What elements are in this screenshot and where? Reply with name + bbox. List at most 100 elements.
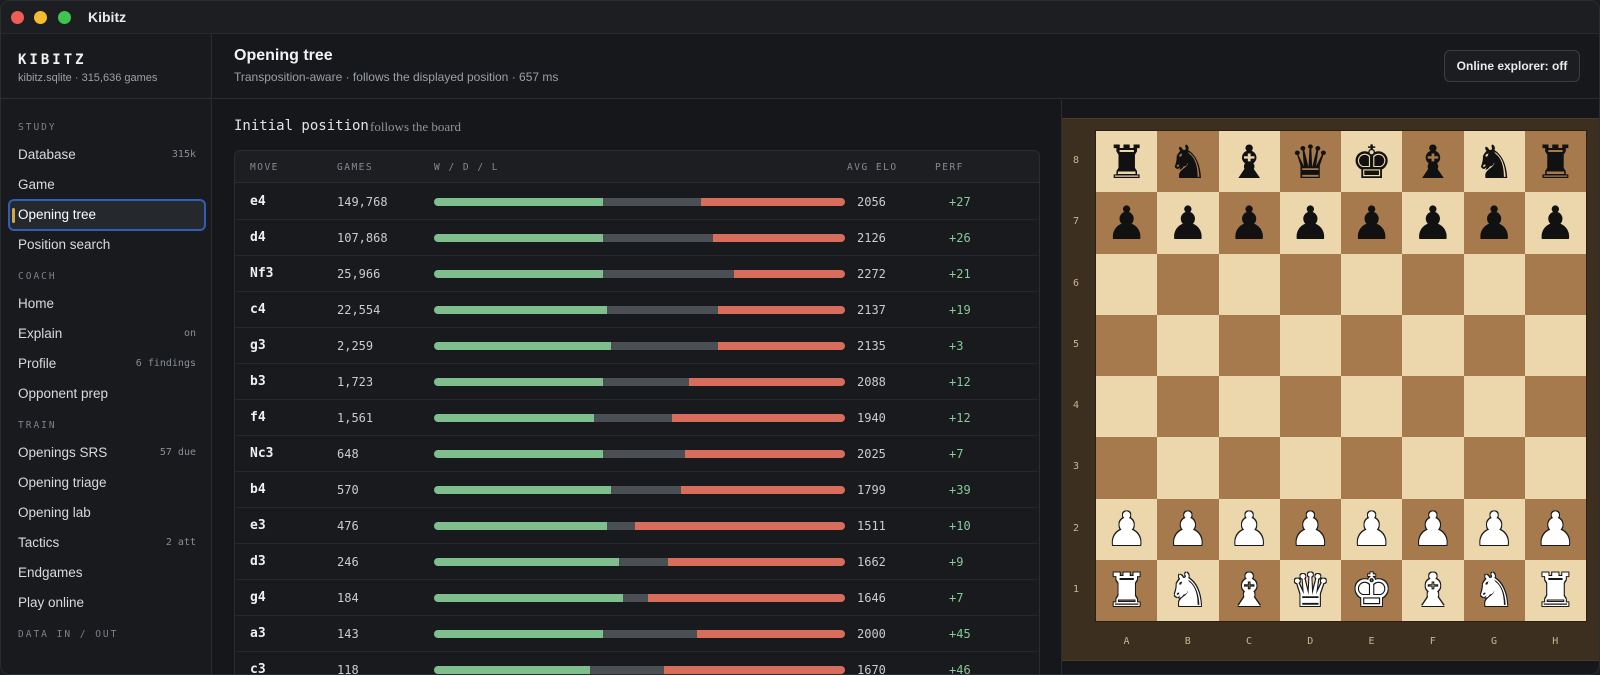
board-square-f1[interactable]: ♝ [1402,559,1464,621]
board-square-f2[interactable]: ♟ [1402,498,1464,560]
board-square-c5[interactable] [1218,314,1280,376]
board-square-e8[interactable]: ♚ [1341,131,1403,193]
table-row[interactable]: b4 570 1799 +39 [235,472,1039,508]
board-square-a6[interactable] [1096,253,1158,315]
close-window-button[interactable] [11,11,24,24]
board-square-e5[interactable] [1341,314,1403,376]
black-pawn-icon[interactable]: ♟ [1412,195,1454,250]
col-header-move[interactable]: MOVE [250,162,279,173]
black-queen-icon[interactable]: ♛ [1289,134,1331,189]
board-square-g2[interactable]: ♟ [1463,498,1525,560]
table-row[interactable]: Nf3 25,966 2272 +21 [235,256,1039,292]
board-square-c6[interactable] [1218,253,1280,315]
board-square-a2[interactable]: ♟ [1096,498,1158,560]
black-bishop-icon[interactable]: ♝ [1228,134,1270,189]
col-header-perf[interactable]: PERF [935,162,964,173]
board-square-e6[interactable] [1341,253,1403,315]
board-square-b1[interactable]: ♞ [1157,559,1219,621]
table-row[interactable]: Nc3 648 2025 +7 [235,436,1039,472]
board-square-g7[interactable]: ♟ [1463,192,1525,254]
board-square-d5[interactable] [1279,314,1341,376]
board-square-h2[interactable]: ♟ [1524,498,1586,560]
table-row[interactable]: g4 184 1646 +7 [235,580,1039,616]
board-square-c1[interactable]: ♝ [1218,559,1280,621]
black-pawn-icon[interactable]: ♟ [1106,195,1148,250]
black-knight-icon[interactable]: ♞ [1167,134,1209,189]
board-square-b7[interactable]: ♟ [1157,192,1219,254]
white-knight-icon[interactable]: ♞ [1167,563,1209,618]
board-square-h3[interactable] [1524,437,1586,499]
online-explorer-toggle-button[interactable]: Online explorer: off [1444,50,1580,82]
sidebar-item-opponent-prep[interactable]: Opponent prep [8,378,206,410]
board-square-f6[interactable] [1402,253,1464,315]
board-square-g4[interactable] [1463,376,1525,438]
black-pawn-icon[interactable]: ♟ [1534,195,1576,250]
white-pawn-icon[interactable]: ♟ [1473,502,1515,557]
white-pawn-icon[interactable]: ♟ [1351,502,1393,557]
white-queen-icon[interactable]: ♛ [1289,563,1331,618]
board-square-b4[interactable] [1157,376,1219,438]
board-square-a7[interactable]: ♟ [1096,192,1158,254]
board-square-b2[interactable]: ♟ [1157,498,1219,560]
sidebar-item-position-search[interactable]: Position search [8,229,206,261]
board-square-h5[interactable] [1524,314,1586,376]
white-rook-icon[interactable]: ♜ [1106,563,1148,618]
board-square-c4[interactable] [1218,376,1280,438]
board-square-g5[interactable] [1463,314,1525,376]
board-square-d3[interactable] [1279,437,1341,499]
board-square-e7[interactable]: ♟ [1341,192,1403,254]
board-square-h7[interactable]: ♟ [1524,192,1586,254]
board-square-b6[interactable] [1157,253,1219,315]
sidebar-item-database[interactable]: Database 315k [8,139,206,171]
board-square-h6[interactable] [1524,253,1586,315]
white-pawn-icon[interactable]: ♟ [1167,502,1209,557]
board-square-c3[interactable] [1218,437,1280,499]
black-pawn-icon[interactable]: ♟ [1289,195,1331,250]
board-square-a5[interactable] [1096,314,1158,376]
board-square-h1[interactable]: ♜ [1524,559,1586,621]
board-square-d7[interactable]: ♟ [1279,192,1341,254]
sidebar-item-opening-tree[interactable]: Opening tree [8,199,206,231]
black-pawn-icon[interactable]: ♟ [1351,195,1393,250]
board-square-a8[interactable]: ♜ [1096,131,1158,193]
board-square-f5[interactable] [1402,314,1464,376]
minimize-window-button[interactable] [34,11,47,24]
white-rook-icon[interactable]: ♜ [1534,563,1576,618]
sidebar-item-tactics[interactable]: Tactics 2 att [8,527,206,559]
table-row[interactable]: f4 1,561 1940 +12 [235,400,1039,436]
white-pawn-icon[interactable]: ♟ [1106,502,1148,557]
table-row[interactable]: g3 2,259 2135 +3 [235,328,1039,364]
sidebar-item-explain[interactable]: Explain on [8,318,206,350]
board-square-c7[interactable]: ♟ [1218,192,1280,254]
board-square-b5[interactable] [1157,314,1219,376]
chess-board[interactable]: ♜ ♞ ♝ ♛ ♚ ♝ ♞ ♜ ♟ ♟ ♟ ♟ ♟ ♟ ♟ ♟ ♟ ♟ ♟ ♟ ♟ ♟ ♟ ♟ ♜ ♞ ♝ ♛ ♚ ♝ ♞ ♜ [1096,131,1586,621]
board-square-h4[interactable] [1524,376,1586,438]
board-square-f8[interactable]: ♝ [1402,131,1464,193]
sidebar-item-game[interactable]: Game [8,169,206,201]
board-square-b3[interactable] [1157,437,1219,499]
table-row[interactable]: c4 22,554 2137 +19 [235,292,1039,328]
sidebar-item-opening-lab[interactable]: Opening lab [8,497,206,529]
black-pawn-icon[interactable]: ♟ [1167,195,1209,250]
sidebar-item-play-online[interactable]: Play online [8,587,206,619]
white-bishop-icon[interactable]: ♝ [1412,563,1454,618]
board-square-g3[interactable] [1463,437,1525,499]
black-knight-icon[interactable]: ♞ [1473,134,1515,189]
board-square-d2[interactable]: ♟ [1279,498,1341,560]
zoom-window-button[interactable] [58,11,71,24]
board-square-c2[interactable]: ♟ [1218,498,1280,560]
table-row[interactable]: c3 118 1670 +46 [235,652,1039,674]
black-pawn-icon[interactable]: ♟ [1473,195,1515,250]
sidebar-item-endgames[interactable]: Endgames [8,557,206,589]
table-row[interactable]: d4 107,868 2126 +26 [235,220,1039,256]
board-square-h8[interactable]: ♜ [1524,131,1586,193]
board-square-f3[interactable] [1402,437,1464,499]
board-square-a4[interactable] [1096,376,1158,438]
board-square-d4[interactable] [1279,376,1341,438]
sidebar-item-home[interactable]: Home [8,288,206,320]
board-square-e3[interactable] [1341,437,1403,499]
col-header-avg-elo[interactable]: AVG ELO [847,162,898,173]
col-header-games[interactable]: GAMES [337,162,374,173]
white-knight-icon[interactable]: ♞ [1473,563,1515,618]
white-bishop-icon[interactable]: ♝ [1228,563,1270,618]
